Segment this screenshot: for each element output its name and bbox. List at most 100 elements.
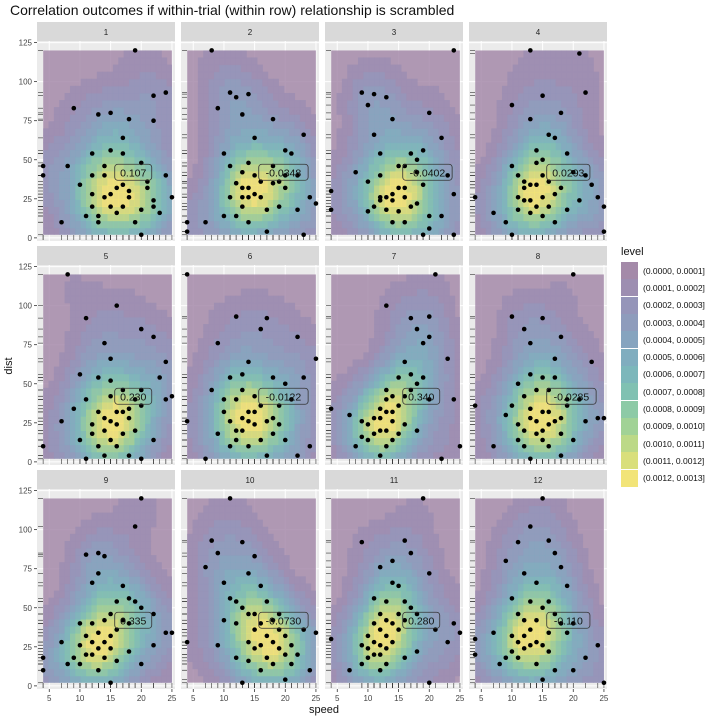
data-point <box>540 677 545 682</box>
data-point <box>270 116 276 122</box>
x-tick-label: 5 <box>335 694 340 703</box>
legend-entry: (0.0009, 0.0010] <box>621 417 705 435</box>
legend-entry: (0.0004, 0.0005] <box>621 331 705 349</box>
data-point <box>426 397 432 402</box>
data-point <box>377 667 383 673</box>
data-point <box>233 180 239 186</box>
data-point <box>384 207 389 213</box>
data-point <box>384 646 389 651</box>
facet-label: 12 <box>534 476 543 485</box>
data-point <box>540 409 545 415</box>
data-point <box>377 173 383 178</box>
data-point <box>552 356 558 362</box>
data-point <box>227 596 233 601</box>
data-point <box>472 636 478 642</box>
data-point <box>108 204 113 209</box>
facet-strip <box>469 246 607 265</box>
data-point <box>215 105 221 111</box>
data-point <box>289 397 294 402</box>
data-point <box>240 194 245 200</box>
data-point <box>564 583 570 589</box>
data-point <box>96 112 101 117</box>
data-point <box>108 418 113 424</box>
correlation-label-box <box>114 387 153 405</box>
data-point <box>233 397 239 402</box>
correlation-label: 0.230 <box>120 391 146 403</box>
legend-swatch <box>621 331 638 349</box>
data-point <box>246 639 251 645</box>
data-point <box>59 418 64 424</box>
data-point <box>240 204 245 209</box>
data-point <box>282 381 288 387</box>
facet-strip <box>325 246 463 265</box>
data-point <box>282 148 288 153</box>
data-point <box>420 340 426 346</box>
correlation-label: -0.0402 <box>410 167 446 179</box>
data-point <box>40 443 46 449</box>
data-point <box>390 219 395 225</box>
x-tick-label: 10 <box>219 694 228 703</box>
data-point <box>595 642 601 648</box>
data-point <box>307 443 313 449</box>
x-tick-label: 5 <box>479 694 484 703</box>
data-point <box>503 219 509 225</box>
data-point <box>108 191 113 197</box>
data-point <box>426 213 432 219</box>
x-axis-label: speed <box>309 704 339 716</box>
data-point <box>83 652 89 657</box>
data-point <box>246 160 251 166</box>
data-point <box>221 151 227 156</box>
data-point <box>402 359 408 365</box>
data-point <box>138 387 144 393</box>
data-point <box>89 204 95 209</box>
data-point <box>558 453 564 458</box>
data-point <box>233 621 239 626</box>
data-point <box>509 314 515 319</box>
data-point <box>40 163 46 169</box>
data-point <box>276 422 282 427</box>
data-point <box>270 431 276 437</box>
y-tick-label: 125 <box>19 39 33 48</box>
data-point <box>184 639 190 645</box>
facet-panel-2: 2 -0.0348 <box>181 22 319 241</box>
facet-panel-5: 5 0.230 0 25 50 75 100 125 <box>19 246 175 467</box>
data-point <box>583 90 588 95</box>
data-point <box>396 627 401 632</box>
data-point <box>77 182 83 188</box>
data-point <box>347 412 352 418</box>
data-point <box>89 173 95 178</box>
x-tick-label: 25 <box>167 694 176 703</box>
data-point <box>258 326 264 332</box>
data-point <box>552 611 558 617</box>
data-point <box>233 437 239 443</box>
data-point <box>301 232 306 238</box>
data-point <box>138 661 144 667</box>
correlation-label: 0.107 <box>120 167 146 179</box>
data-point <box>546 599 552 604</box>
y-axis-label: dist <box>3 357 15 374</box>
data-point <box>402 393 408 399</box>
x-tick-label: 15 <box>106 694 115 703</box>
density-fill <box>475 50 604 235</box>
data-point <box>301 375 306 380</box>
data-point <box>221 409 227 415</box>
data-point <box>65 163 70 169</box>
data-point <box>552 550 558 556</box>
data-point <box>445 173 450 178</box>
data-point <box>258 667 264 673</box>
facet-label: 1 <box>104 28 109 37</box>
data-point <box>227 375 233 380</box>
data-point <box>227 496 233 501</box>
data-point <box>396 403 401 408</box>
data-point <box>102 617 107 623</box>
data-point <box>246 185 251 191</box>
data-point <box>365 102 371 108</box>
data-point <box>402 538 408 543</box>
data-point <box>240 539 245 545</box>
data-point <box>83 397 89 402</box>
data-point <box>126 116 132 122</box>
x-tick-label: 15 <box>394 694 403 703</box>
correlation-label-box <box>114 163 153 181</box>
y-tick-label: 50 <box>23 380 32 389</box>
data-point <box>509 403 515 408</box>
